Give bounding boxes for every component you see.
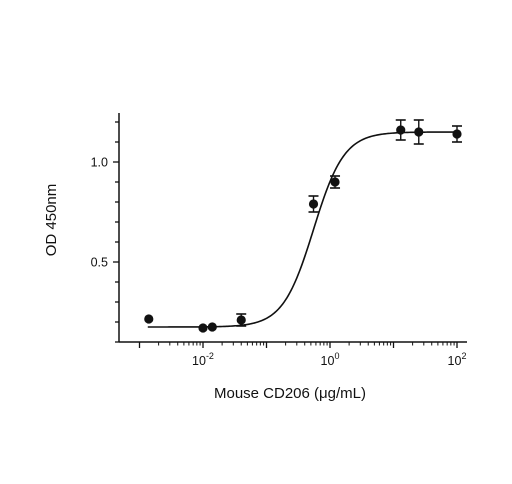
x-tick-label: 10-2 [192,351,214,368]
data-point [144,314,154,324]
data-point [236,315,246,325]
x-axis-title: Mouse CD206 (μg/mL) [214,385,366,402]
data-point-group [413,119,424,145]
y-ticks: 0.5 1.0 [91,121,119,343]
y-axis-title: OD 450nm [43,184,60,257]
data-point [198,323,208,333]
data-point [414,127,424,137]
data-point [330,177,340,187]
data-point [396,125,406,135]
data-point-group [330,175,341,189]
data-point-group [236,313,247,327]
axes [118,113,467,343]
data-points [144,119,462,333]
data-point-group [144,314,154,324]
data-point-group [198,323,208,333]
y-tick-label: 1.0 [91,156,108,170]
data-point-group [207,322,217,332]
data-point-group [452,125,462,143]
data-point [207,322,217,332]
fit-curve [147,131,457,328]
x-ticks: 10-2 100 102 [138,342,467,368]
data-point-group [395,119,406,141]
x-tick-label: 102 [448,351,467,368]
data-point [452,129,462,139]
y-tick-label: 0.5 [91,256,108,270]
data-point [308,199,319,209]
x-tick-label: 100 [321,351,340,368]
data-point-group [308,195,319,213]
